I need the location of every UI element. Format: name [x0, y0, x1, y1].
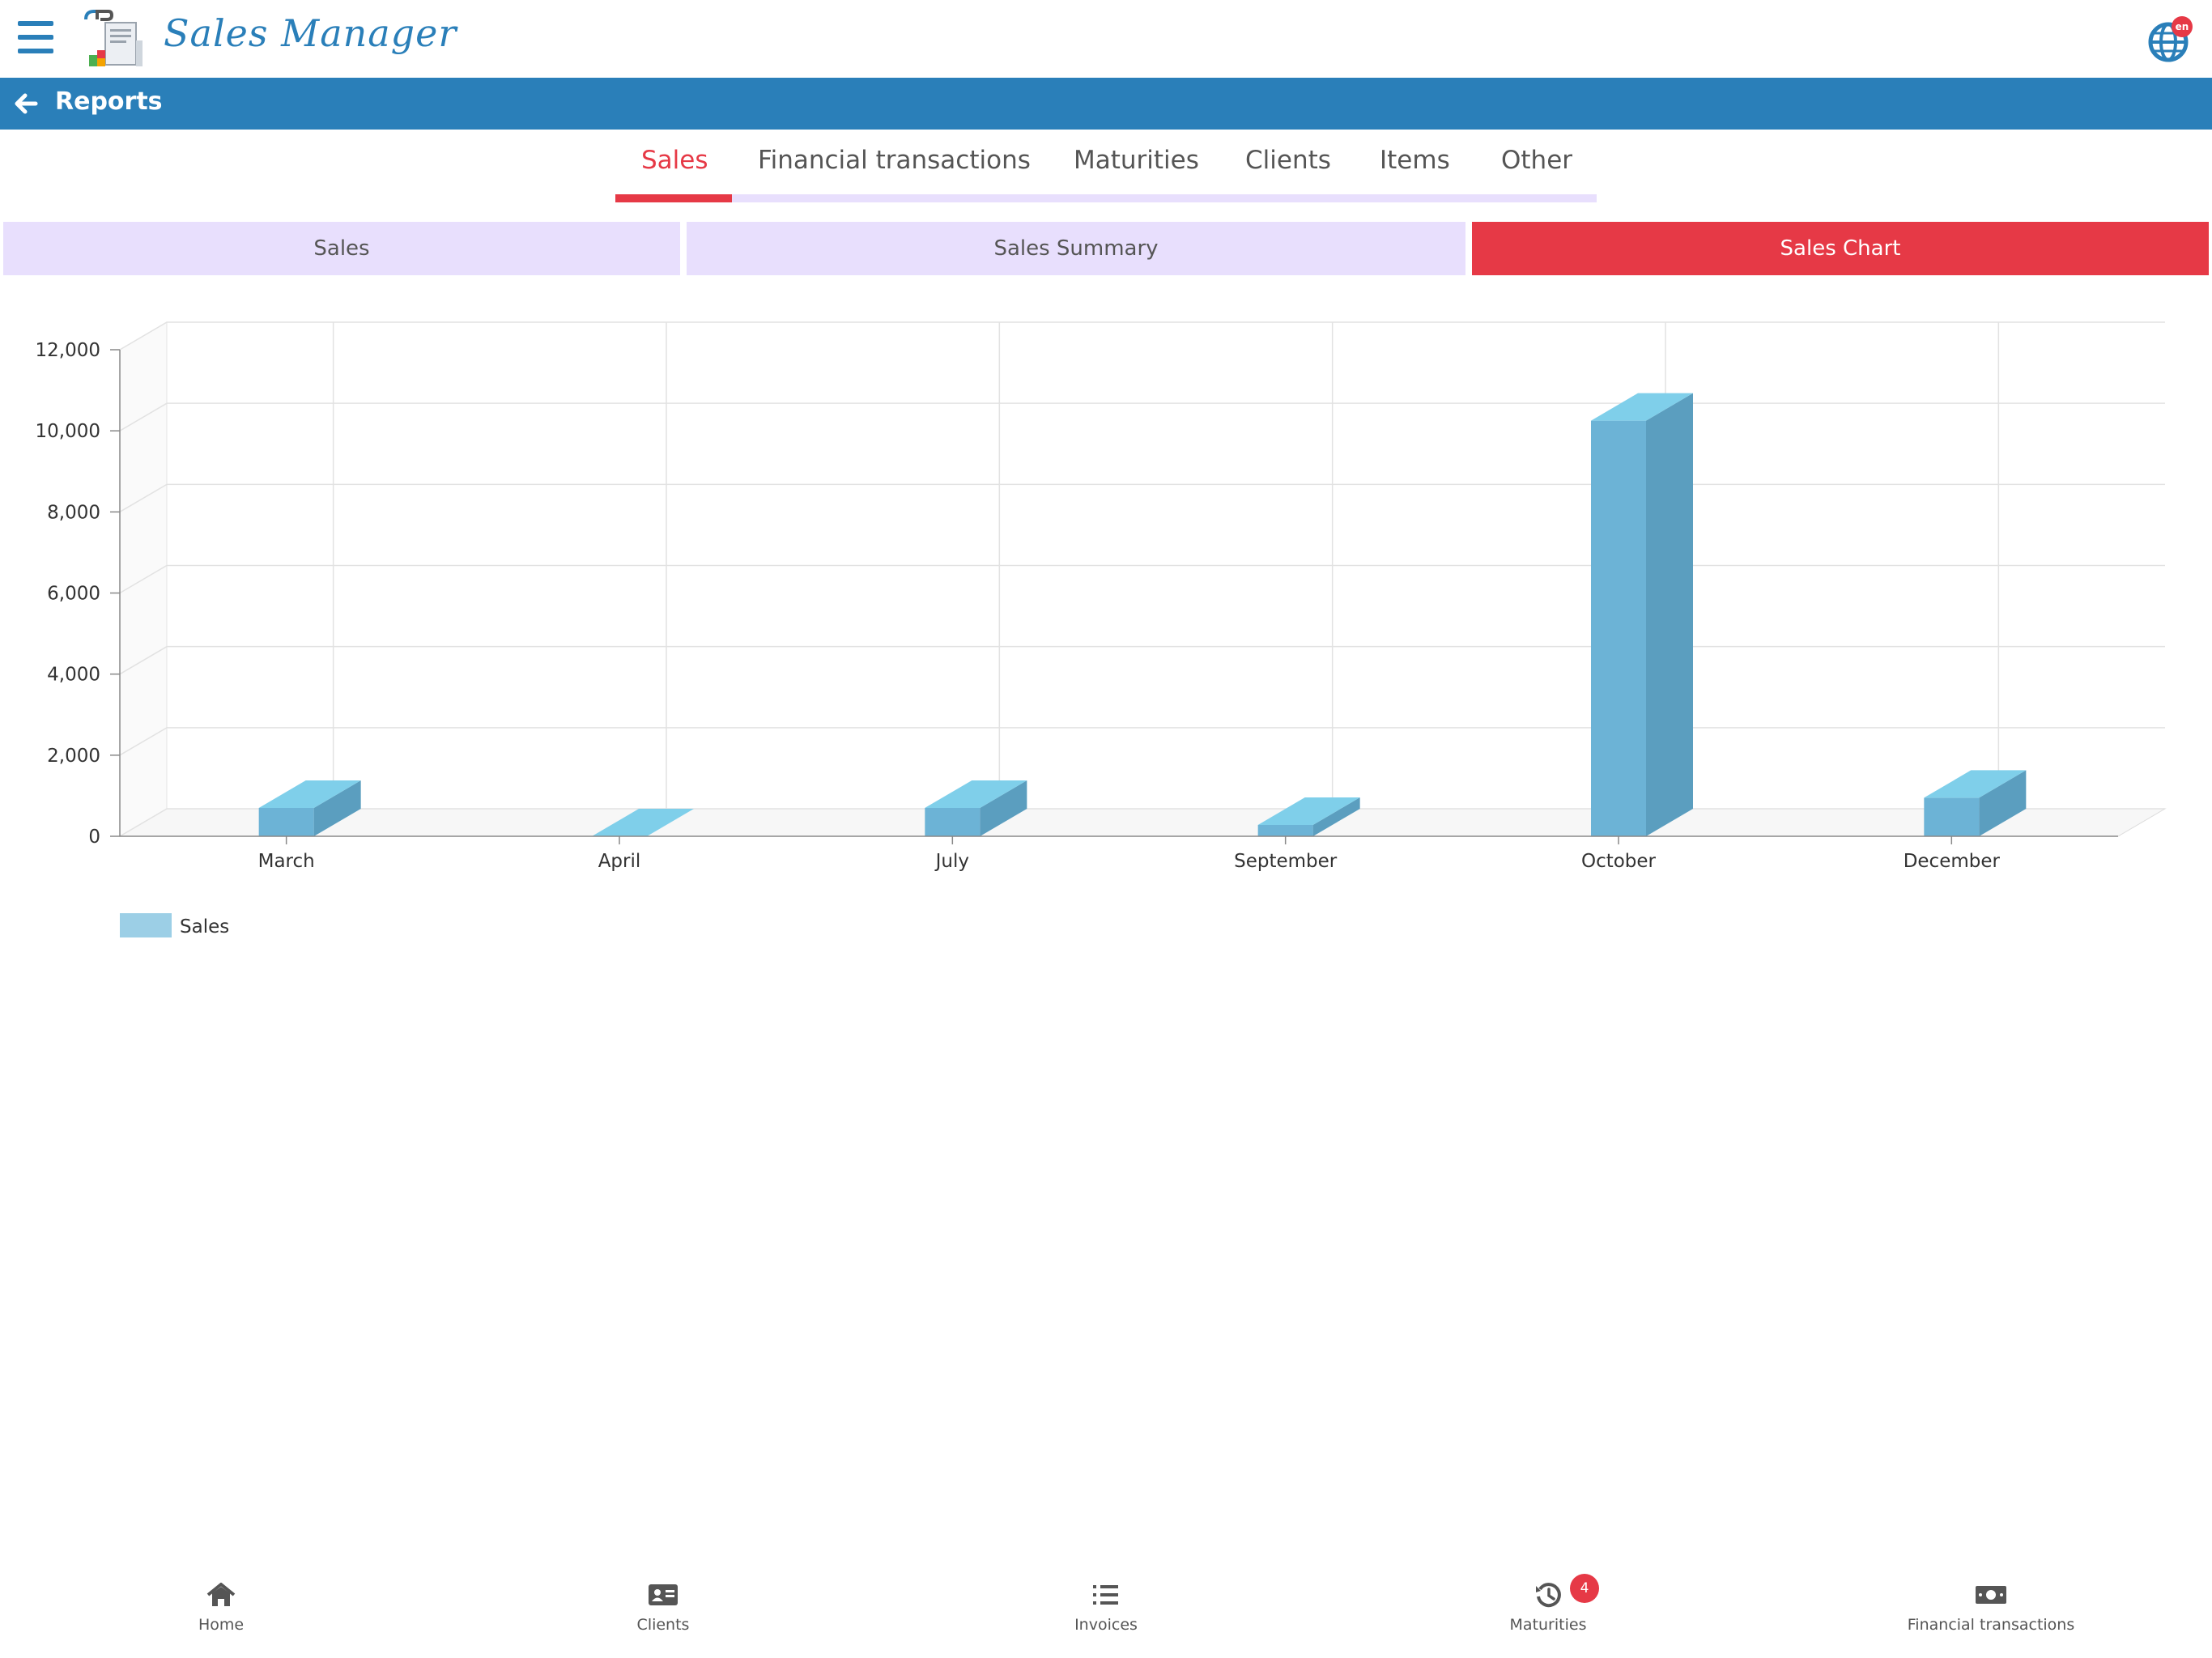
money-bill-icon: [1976, 1586, 2006, 1604]
y-tick-label: 2,000: [47, 746, 100, 767]
legend-swatch: [120, 913, 172, 937]
tab-financial-transactions[interactable]: Financial transactions: [758, 146, 1031, 175]
bar-side: [1312, 797, 1360, 836]
language-button[interactable]: en: [2147, 16, 2194, 63]
bar-top: [1257, 797, 1360, 825]
nav-clients[interactable]: Clients: [542, 1582, 785, 1634]
x-tick-label: September: [1234, 851, 1338, 872]
maturities-badge: 4: [1570, 1574, 1599, 1603]
subtab-sales[interactable]: Sales: [3, 222, 680, 275]
subtab-sales-summary[interactable]: Sales Summary: [687, 222, 1465, 275]
y-gridline: [119, 564, 2165, 594]
language-badge: en: [2172, 16, 2193, 37]
x-tick-label: July: [934, 851, 969, 872]
nav-invoices[interactable]: Invoices: [985, 1582, 1227, 1634]
nav-financial-transactions[interactable]: Financial transactions: [1870, 1582, 2112, 1634]
nav-maturities[interactable]: Maturities 4: [1427, 1574, 1670, 1634]
y-tick-label: 8,000: [47, 502, 100, 523]
app-name: Sales Manager: [164, 11, 457, 55]
nav-home-label: Home: [198, 1616, 245, 1634]
bar-side: [980, 780, 1027, 836]
sales-chart: 0 2,000 4,000 6,000 8,000 10,000 12,000 March Ap…: [36, 321, 2167, 937]
y-tick-label: 0: [88, 827, 100, 848]
list-icon: [1093, 1585, 1118, 1605]
hamburger-icon[interactable]: [18, 21, 53, 53]
tabs-track: [615, 194, 1597, 202]
bar-front: [1924, 797, 1980, 836]
x-tick-label: March: [258, 851, 315, 872]
chart-floor: [118, 808, 2167, 837]
arrow-left-icon[interactable]: [11, 89, 40, 118]
y-gridline: [119, 321, 2165, 351]
bottom-nav: Home Clients Invoices Maturities 4: [0, 1571, 2212, 1658]
x-tick-label: October: [1581, 851, 1657, 872]
y-gridline: [119, 727, 2165, 756]
subtab-sales-chart[interactable]: Sales Chart: [1472, 222, 2209, 275]
app-header: Sales Manager en: [0, 0, 2212, 78]
page-title: Reports: [55, 87, 163, 116]
bar-top: [1924, 770, 2027, 798]
bar-front: [1591, 420, 1646, 836]
tab-clients[interactable]: Clients: [1245, 146, 1331, 175]
legend-label: Sales: [180, 916, 229, 937]
y-tick-label: 10,000: [36, 421, 100, 442]
nav-clients-label: Clients: [636, 1616, 690, 1634]
bar-top: [258, 780, 361, 808]
bar-top: [925, 780, 1027, 808]
bar-side: [1979, 770, 2027, 836]
nav-invoices-label: Invoices: [1074, 1616, 1138, 1634]
y-gridline: [119, 645, 2165, 675]
main-tabs: Sales Financial transactions Maturities …: [615, 136, 1597, 206]
history-icon: [1536, 1583, 1561, 1608]
bar-front: [258, 807, 314, 836]
y-gridline: [119, 808, 2165, 837]
bar-side: [313, 780, 361, 836]
tab-sales[interactable]: Sales: [641, 146, 708, 175]
y-gridline: [119, 402, 2165, 432]
nav-financial-transactions-label: Financial transactions: [1907, 1616, 2075, 1634]
y-gridline: [119, 483, 2165, 512]
x-tick-label: April: [598, 851, 641, 872]
bar-side: [1646, 393, 1693, 836]
app-logo: [84, 10, 143, 66]
y-tick-label: 12,000: [36, 340, 100, 361]
x-tick-label: December: [1904, 851, 2001, 872]
tabs-active-indicator: [615, 194, 732, 202]
home-icon: [206, 1583, 236, 1606]
y-tick-label: 4,000: [47, 665, 100, 686]
bar-front: [925, 807, 981, 836]
contact-card-icon: [649, 1584, 678, 1605]
tab-other[interactable]: Other: [1501, 146, 1573, 175]
y-tick-label: 6,000: [47, 584, 100, 605]
tab-maturities[interactable]: Maturities: [1074, 146, 1199, 175]
bar-top: [1591, 393, 1693, 421]
bar-front: [1257, 824, 1313, 836]
title-bar: Reports: [0, 78, 2212, 130]
tab-items[interactable]: Items: [1380, 146, 1450, 175]
nav-home[interactable]: Home: [100, 1582, 342, 1634]
nav-maturities-label: Maturities: [1509, 1616, 1587, 1634]
bar-top: [592, 809, 694, 836]
